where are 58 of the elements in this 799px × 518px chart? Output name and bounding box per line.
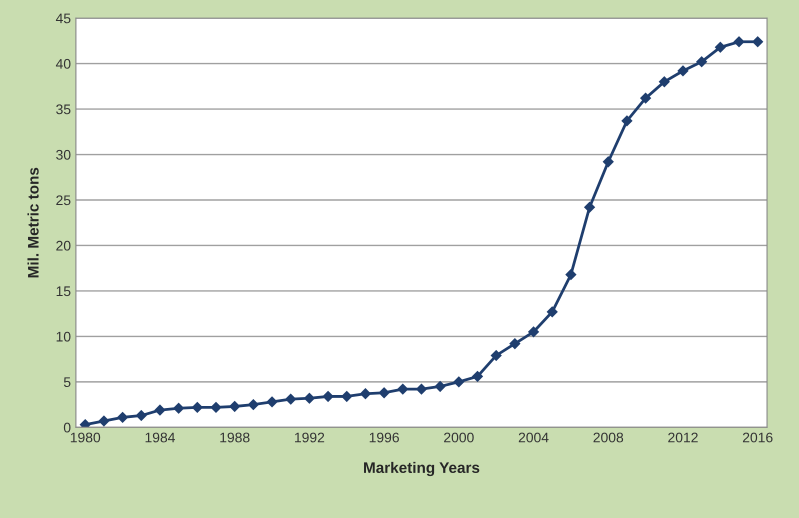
point	[304, 392, 315, 404]
point	[434, 380, 446, 392]
point	[584, 202, 596, 213]
x-tick-label: 2016	[742, 432, 773, 442]
point	[696, 56, 708, 68]
point	[173, 402, 184, 414]
y-tick-label: 45	[56, 14, 70, 24]
x-tick-label: 2000	[444, 432, 474, 442]
x-tick-label: 2004	[518, 432, 549, 442]
point	[565, 269, 576, 280]
y-tick-label: 0	[64, 422, 70, 433]
x-tick-label: 2012	[668, 432, 698, 442]
point	[490, 350, 502, 361]
y-tick-label: 35	[56, 104, 70, 114]
point	[192, 402, 203, 413]
point	[210, 402, 222, 413]
y-tick-label: 5	[64, 377, 70, 388]
point	[322, 391, 334, 402]
x-tick-label: 1992	[295, 432, 324, 442]
point	[509, 338, 520, 350]
point	[266, 396, 278, 408]
point	[136, 410, 147, 421]
point	[640, 92, 652, 104]
y-tick-label: 15	[56, 286, 70, 296]
y-axis-title: Mil. Metric tons	[27, 168, 39, 278]
point	[229, 401, 240, 412]
x-tick-label: 1996	[370, 432, 399, 442]
x-tick-label: 1980	[70, 432, 100, 442]
point	[472, 370, 483, 382]
x-axis-title: Marketing Years	[364, 462, 480, 476]
point	[98, 416, 110, 426]
point	[734, 36, 744, 48]
point	[678, 65, 688, 76]
point	[341, 391, 352, 402]
y-tick-label: 20	[56, 240, 70, 251]
y-tick-label: 40	[56, 58, 70, 69]
point	[248, 399, 259, 410]
x-tick-label: 2008	[594, 432, 624, 442]
point	[714, 42, 726, 53]
point	[752, 36, 764, 48]
point	[154, 404, 166, 416]
point	[360, 388, 371, 400]
point	[528, 326, 539, 338]
point	[378, 387, 390, 398]
point	[602, 156, 614, 168]
x-tick-label: 1984	[146, 432, 176, 442]
point	[117, 412, 128, 423]
point	[658, 76, 670, 88]
x-tick-label: 1988	[220, 432, 250, 442]
y-tick-label: 30	[56, 150, 70, 160]
point	[285, 394, 296, 405]
point	[397, 384, 408, 395]
y-tick-label: 10	[56, 332, 70, 342]
point	[546, 306, 558, 318]
point	[453, 376, 464, 388]
point	[416, 384, 427, 395]
point	[622, 115, 632, 126]
y-tick-label: 25	[56, 195, 70, 206]
